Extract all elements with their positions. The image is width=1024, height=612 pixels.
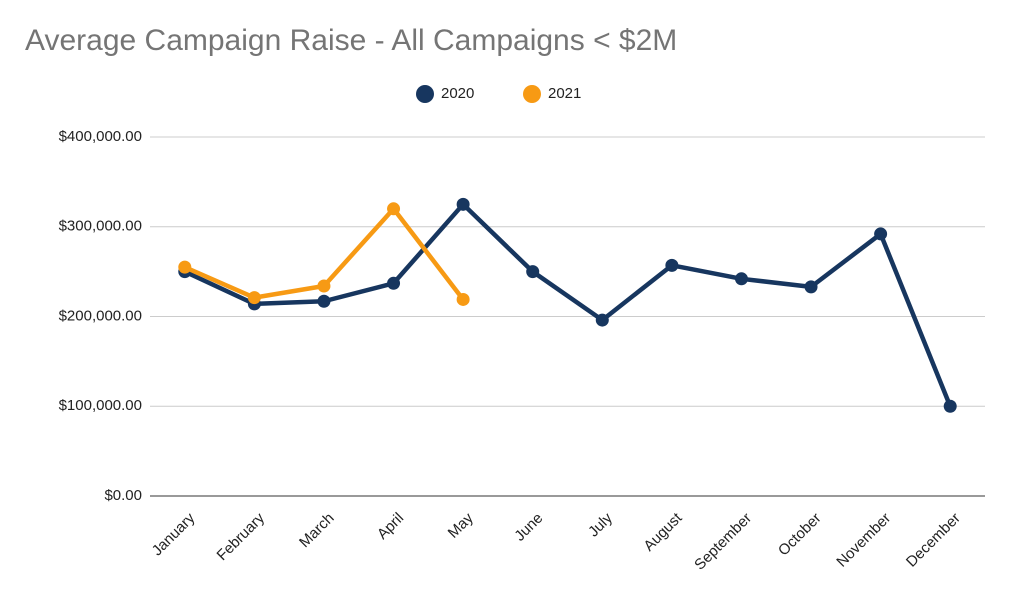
legend-marker bbox=[416, 85, 434, 103]
x-tick-label: April bbox=[374, 510, 407, 543]
legend-marker bbox=[523, 85, 541, 103]
data-point bbox=[874, 227, 888, 241]
x-tick-label: July bbox=[585, 509, 616, 540]
legend-label: 2020 bbox=[441, 85, 474, 102]
legend-label: 2021 bbox=[548, 85, 581, 102]
y-tick-label: $100,000.00 bbox=[59, 397, 142, 414]
x-tick-label: December bbox=[903, 510, 964, 571]
data-point bbox=[595, 313, 609, 327]
data-point bbox=[178, 260, 192, 274]
data-point bbox=[665, 258, 679, 272]
y-tick-label: $200,000.00 bbox=[59, 307, 142, 324]
x-tick-label: March bbox=[296, 510, 337, 551]
x-tick-label: October bbox=[775, 510, 825, 560]
data-point bbox=[943, 399, 957, 413]
x-tick-label: January bbox=[149, 509, 199, 559]
y-tick-label: $300,000.00 bbox=[59, 218, 142, 235]
data-point bbox=[247, 291, 261, 305]
data-point bbox=[734, 272, 748, 286]
data-point bbox=[456, 197, 470, 211]
x-tick-label: June bbox=[511, 510, 546, 545]
data-point bbox=[317, 294, 331, 308]
y-tick-label: $0.00 bbox=[104, 487, 142, 504]
x-tick-label: September bbox=[691, 510, 755, 574]
data-point bbox=[387, 276, 401, 290]
data-point bbox=[804, 280, 818, 294]
y-tick-label: $400,000.00 bbox=[59, 128, 142, 145]
data-point bbox=[456, 292, 470, 306]
x-tick-label: February bbox=[214, 509, 269, 564]
data-point bbox=[526, 265, 540, 279]
data-point bbox=[387, 202, 401, 216]
x-tick-label: May bbox=[445, 509, 477, 541]
x-tick-label: November bbox=[833, 510, 894, 571]
data-point bbox=[317, 279, 331, 293]
series-line bbox=[183, 202, 953, 408]
chart-title: Average Campaign Raise - All Campaigns <… bbox=[25, 24, 677, 57]
x-tick-label: August bbox=[640, 509, 686, 555]
